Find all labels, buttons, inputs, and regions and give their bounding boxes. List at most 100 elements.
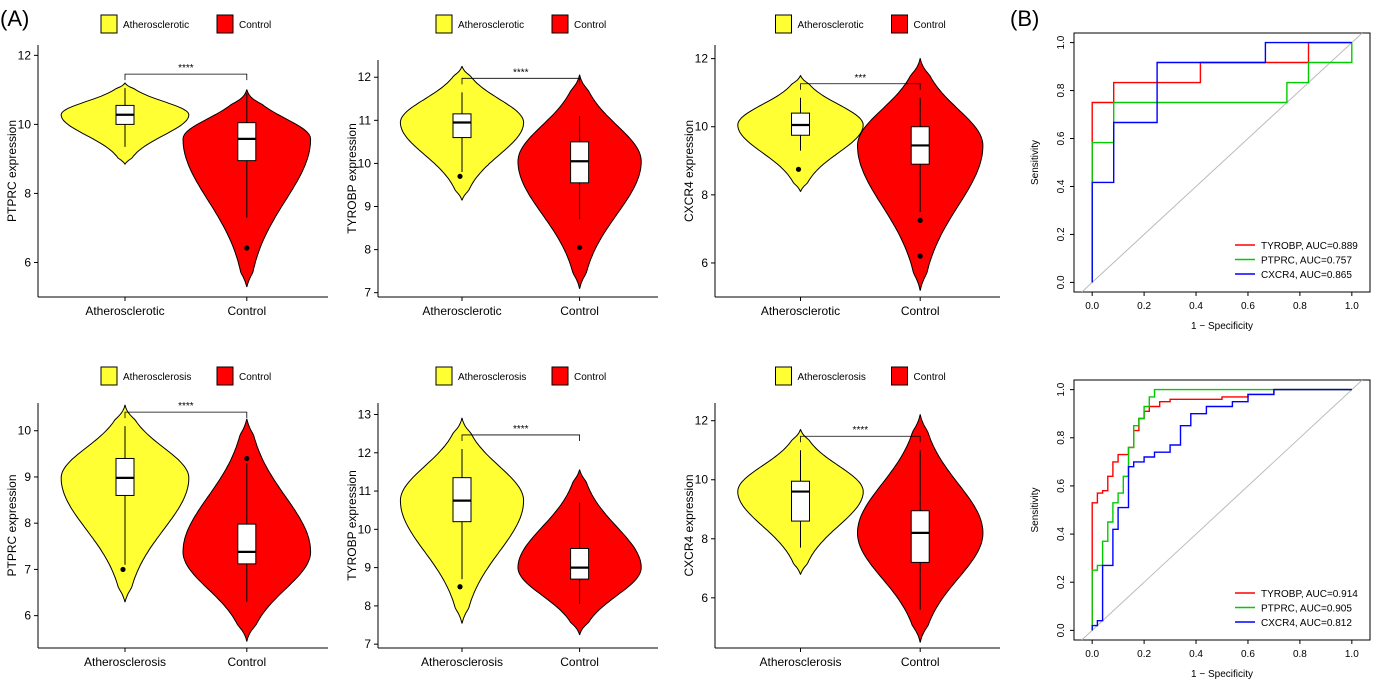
y-tick-label: 0.2 bbox=[1056, 575, 1067, 589]
legend-label-group2: Control bbox=[239, 372, 271, 383]
y-tick-label: 12 bbox=[695, 52, 709, 66]
legend-label-group2: Control bbox=[914, 372, 946, 383]
legend-swatch-group1 bbox=[100, 366, 118, 386]
legend-label-group2: Control bbox=[914, 20, 946, 31]
legend-swatch-group2 bbox=[216, 14, 234, 34]
y-tick-label: 6 bbox=[24, 609, 31, 623]
violin-panel-3: 6 8 10 12 CXCR4 expression Atherosclerotic Con… bbox=[682, 14, 1000, 318]
y-axis-label: PTPRC expression bbox=[5, 474, 19, 576]
x-tick-label: 0.0 bbox=[1085, 649, 1099, 660]
roc-curve bbox=[1091, 41, 1352, 283]
legend-label: PTPRC, AUC=0.905 bbox=[1261, 604, 1352, 615]
roc-curve bbox=[1091, 388, 1352, 631]
x-tick-label: 0.2 bbox=[1137, 649, 1151, 660]
box bbox=[910, 510, 930, 563]
roc-panel-1: 0.0 0.2 0.4 0.6 0.8 1.0 0.0 0.2 0.4 0.6 0.8 1.0 1 − … bbox=[1030, 32, 1371, 332]
outlier-point bbox=[244, 455, 250, 462]
legend-swatch-group2 bbox=[551, 366, 569, 386]
outlier-point bbox=[917, 217, 923, 223]
significance-bracket bbox=[461, 77, 580, 85]
y-tick-label: 8 bbox=[24, 186, 31, 200]
y-tick-label: 7 bbox=[364, 286, 371, 300]
x-tick-label: Atherosclerotic bbox=[85, 304, 164, 318]
violin-panel-5: 7 8 9 10 11 12 13 TYROBP expression Atherosclero… bbox=[345, 366, 658, 669]
y-tick-label: 10 bbox=[18, 117, 32, 131]
legend: Atherosclerotic Control bbox=[435, 14, 606, 34]
violin-panel-6: 6 8 10 12 CXCR4 expression Atherosclerosis Con… bbox=[682, 366, 1000, 669]
y-tick-label: 12 bbox=[358, 446, 372, 460]
legend: Atherosclerosis Control bbox=[775, 366, 946, 386]
significance-bracket bbox=[800, 435, 921, 443]
y-axis-label: TYROBP expression bbox=[345, 123, 359, 234]
y-tick-label: 8 bbox=[364, 243, 371, 257]
y-tick-label: 0.6 bbox=[1056, 479, 1067, 493]
y-tick-label: 9 bbox=[364, 561, 371, 575]
x-tick-label: Control bbox=[901, 304, 940, 318]
y-tick-label: 0.0 bbox=[1056, 275, 1067, 289]
legend-swatch-group1 bbox=[775, 14, 792, 34]
outlier-point bbox=[120, 566, 126, 573]
significance-bracket bbox=[461, 434, 580, 441]
y-tick-label: 10 bbox=[695, 473, 709, 487]
x-tick-label: Control bbox=[560, 304, 599, 318]
y-tick-label: 12 bbox=[358, 70, 372, 84]
significance-label: *** bbox=[855, 73, 867, 84]
x-tick-label: Atherosclerotic bbox=[761, 304, 840, 318]
legend-label: TYROBP, AUC=0.889 bbox=[1261, 241, 1358, 252]
legend-swatch-group1 bbox=[435, 14, 453, 34]
significance-label: **** bbox=[853, 425, 869, 436]
roc-curve bbox=[1091, 42, 1353, 283]
outlier-point bbox=[577, 244, 583, 251]
x-tick-label: 0.8 bbox=[1293, 301, 1307, 312]
x-tick-label: 1.0 bbox=[1345, 301, 1359, 312]
roc-curve bbox=[1091, 41, 1352, 283]
y-tick-label: 0.2 bbox=[1056, 227, 1067, 241]
y-tick-label: 6 bbox=[701, 256, 708, 270]
legend-swatch-group1 bbox=[100, 14, 118, 34]
legend-label-group2: Control bbox=[574, 20, 606, 31]
y-tick-label: 12 bbox=[18, 48, 32, 62]
box bbox=[791, 480, 810, 522]
significance-label: **** bbox=[513, 424, 529, 435]
x-tick-label: 0.8 bbox=[1293, 649, 1307, 660]
y-tick-label: 8 bbox=[701, 532, 708, 546]
legend-label-group1: Atherosclerotic bbox=[798, 20, 864, 31]
legend-label: CXCR4, AUC=0.865 bbox=[1261, 270, 1352, 281]
y-axis-label: Sensitivity bbox=[1030, 140, 1041, 185]
legend-swatch-group1 bbox=[775, 366, 792, 386]
x-axis-label: 1 − Specificity bbox=[1191, 321, 1253, 332]
legend-label-group2: Control bbox=[239, 20, 271, 31]
x-axis-label: 1 − Specificity bbox=[1191, 669, 1253, 680]
outlier-point bbox=[917, 253, 923, 259]
x-tick-label: Atherosclerosis bbox=[421, 655, 503, 669]
y-axis-label: PTPRC expression bbox=[5, 120, 19, 222]
x-tick-label: 0.6 bbox=[1241, 301, 1255, 312]
x-tick-label: Control bbox=[227, 304, 266, 318]
x-tick-label: Control bbox=[901, 655, 940, 669]
x-tick-label: 0.4 bbox=[1189, 649, 1203, 660]
box bbox=[570, 547, 590, 580]
outlier-point bbox=[457, 584, 463, 590]
y-tick-label: 11 bbox=[359, 484, 372, 498]
x-tick-label: Control bbox=[227, 655, 266, 669]
y-tick-label: 0.8 bbox=[1056, 430, 1067, 444]
box bbox=[237, 523, 257, 565]
y-tick-label: 1.0 bbox=[1056, 35, 1067, 49]
roc-panel-2: 0.0 0.2 0.4 0.6 0.8 1.0 0.0 0.2 0.4 0.6 0.8 1.0 1 − … bbox=[1030, 379, 1371, 680]
significance-label: **** bbox=[513, 67, 529, 78]
x-tick-label: 0.4 bbox=[1189, 301, 1203, 312]
y-tick-label: 0.4 bbox=[1056, 179, 1067, 193]
legend-label: CXCR4, AUC=0.812 bbox=[1261, 618, 1352, 629]
legend-label-group1: Atherosclerotic bbox=[458, 20, 524, 31]
y-tick-label: 8 bbox=[24, 516, 31, 530]
y-tick-label: 7 bbox=[24, 562, 31, 576]
x-tick-label: Control bbox=[560, 655, 599, 669]
y-tick-label: 12 bbox=[695, 414, 709, 428]
outlier-point bbox=[795, 166, 802, 172]
violin-panel-4: 6 7 8 9 10 PTPRC expression Atherosclerosis Con… bbox=[5, 366, 328, 669]
significance-bracket bbox=[124, 411, 248, 419]
y-tick-label: 1.0 bbox=[1056, 382, 1067, 396]
plot-frame bbox=[1073, 379, 1371, 641]
legend-label: PTPRC, AUC=0.757 bbox=[1261, 256, 1352, 267]
